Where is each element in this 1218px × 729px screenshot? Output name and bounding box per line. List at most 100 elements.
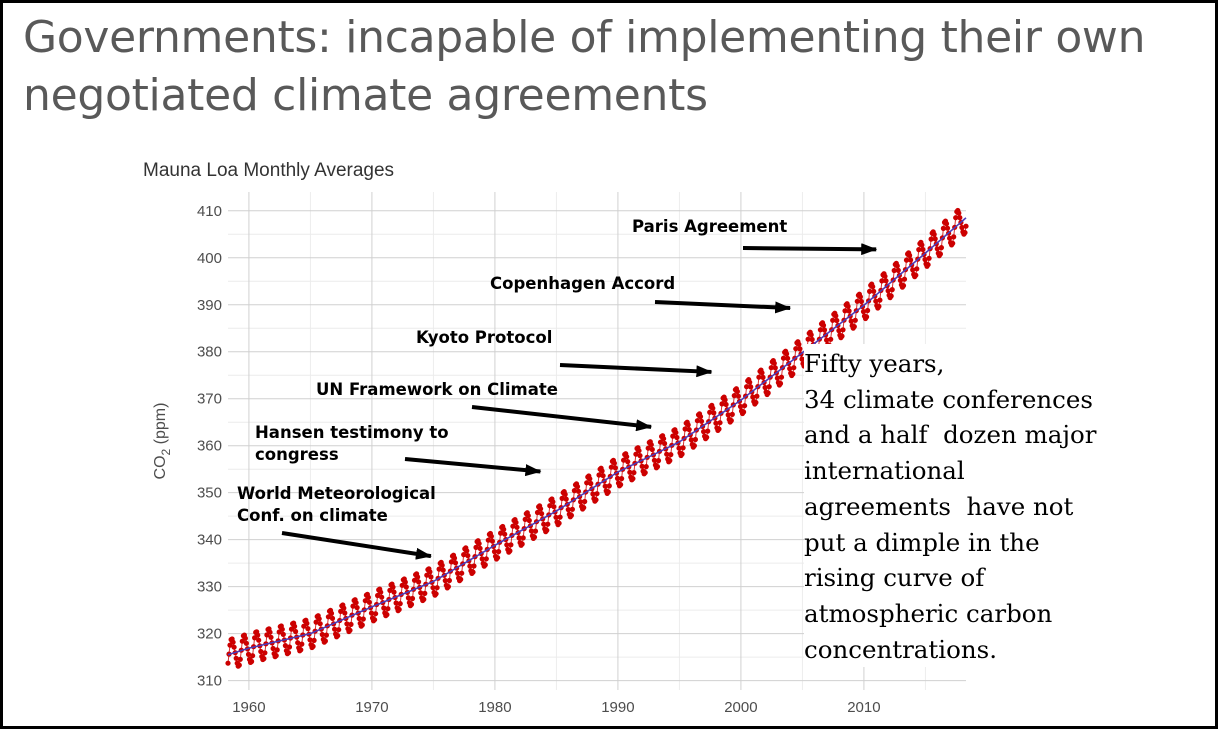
monthly-point xyxy=(692,436,699,443)
monthly-point xyxy=(797,346,803,352)
monthly-point xyxy=(922,256,928,263)
monthly-point xyxy=(753,399,759,406)
monthly-point xyxy=(590,491,596,497)
annotation-arrow xyxy=(559,363,713,378)
monthly-point xyxy=(282,643,288,649)
monthly-point xyxy=(722,397,728,403)
monthly-point xyxy=(348,621,354,628)
monthly-point xyxy=(679,451,685,457)
monthly-point xyxy=(734,388,741,395)
monthly-point xyxy=(341,605,347,611)
monthly-point xyxy=(532,528,539,534)
monthly-point xyxy=(790,371,796,377)
monthly-point xyxy=(470,569,476,575)
monthly-point xyxy=(427,569,433,575)
monthly-point xyxy=(510,523,516,529)
monthly-point xyxy=(338,608,344,615)
monthly-point xyxy=(593,497,599,503)
monthly-point xyxy=(627,469,633,475)
monthly-point xyxy=(651,457,658,463)
monthly-point xyxy=(588,480,594,487)
y-tick-label: 390 xyxy=(197,297,222,314)
monthly-point xyxy=(725,412,731,418)
monthly-point xyxy=(883,278,889,284)
monthly-point xyxy=(403,584,409,590)
monthly-point xyxy=(668,452,674,458)
trend-line xyxy=(227,217,967,656)
monthly-point xyxy=(619,476,625,482)
monthly-point xyxy=(605,489,611,495)
monthly-point xyxy=(365,594,371,601)
monthly-point xyxy=(571,488,578,494)
monthly-point xyxy=(774,375,781,381)
monthly-point xyxy=(421,596,427,603)
monthly-point xyxy=(442,578,448,584)
monthly-point xyxy=(606,483,612,489)
monthly-point xyxy=(636,448,642,454)
monthly-point xyxy=(311,637,317,644)
monthly-point xyxy=(891,267,897,274)
monthly-point xyxy=(895,267,901,273)
monthly-point xyxy=(520,535,526,541)
monthly-point xyxy=(379,594,385,600)
monthly-point xyxy=(618,482,624,488)
monthly-point xyxy=(848,318,854,324)
monthly-point xyxy=(857,294,864,300)
monthly-point xyxy=(335,633,341,639)
monthly-point xyxy=(479,556,485,562)
monthly-point xyxy=(670,433,676,439)
annotation-arrow xyxy=(404,457,542,477)
monthly-point xyxy=(399,582,405,588)
monthly-point xyxy=(568,512,575,519)
monthly-point xyxy=(614,475,621,481)
monthly-point xyxy=(682,426,688,432)
monthly-point xyxy=(360,616,366,622)
monthly-point xyxy=(784,351,790,357)
monthly-point xyxy=(631,470,637,476)
monthly-point xyxy=(293,628,299,635)
monthly-point xyxy=(304,620,310,627)
annotation-arrow xyxy=(742,243,878,256)
monthly-point xyxy=(556,520,562,526)
y-tick-label: 310 xyxy=(197,673,222,690)
monthly-point xyxy=(723,401,729,408)
monthly-point xyxy=(353,600,359,606)
monthly-point xyxy=(867,288,873,294)
monthly-point xyxy=(654,464,661,470)
monthly-point xyxy=(375,592,381,599)
monthly-point xyxy=(834,317,840,324)
monthly-point xyxy=(685,422,691,428)
monthly-point xyxy=(359,622,365,628)
monthly-point xyxy=(808,332,814,338)
caption-line: international xyxy=(804,456,965,486)
monthly-point xyxy=(766,384,772,390)
monthly-point xyxy=(261,656,267,662)
monthly-point xyxy=(385,606,391,612)
monthly-point xyxy=(525,513,531,519)
monthly-point xyxy=(772,365,778,371)
monthly-point xyxy=(286,644,293,650)
monthly-point xyxy=(451,555,458,561)
monthly-point xyxy=(405,595,411,601)
annotation-arrow xyxy=(471,405,653,432)
monthly-point xyxy=(513,519,519,526)
monthly-point xyxy=(951,234,957,240)
monthly-point xyxy=(830,317,836,323)
monthly-point xyxy=(840,327,846,333)
monthly-point xyxy=(393,600,399,606)
monthly-point xyxy=(728,418,734,424)
monthly-point xyxy=(649,446,655,453)
monthly-point xyxy=(639,463,645,469)
monthly-point xyxy=(418,590,424,596)
annotation-label: Kyoto Protocol xyxy=(416,328,552,347)
monthly-point xyxy=(688,437,694,443)
monthly-point xyxy=(642,470,648,476)
monthly-point xyxy=(932,236,938,242)
monthly-point xyxy=(541,521,547,527)
monthly-point xyxy=(934,246,940,252)
monthly-point xyxy=(962,230,968,236)
monthly-point xyxy=(544,527,550,533)
monthly-point xyxy=(258,648,264,655)
monthly-point xyxy=(522,516,528,523)
monthly-point xyxy=(676,445,682,451)
